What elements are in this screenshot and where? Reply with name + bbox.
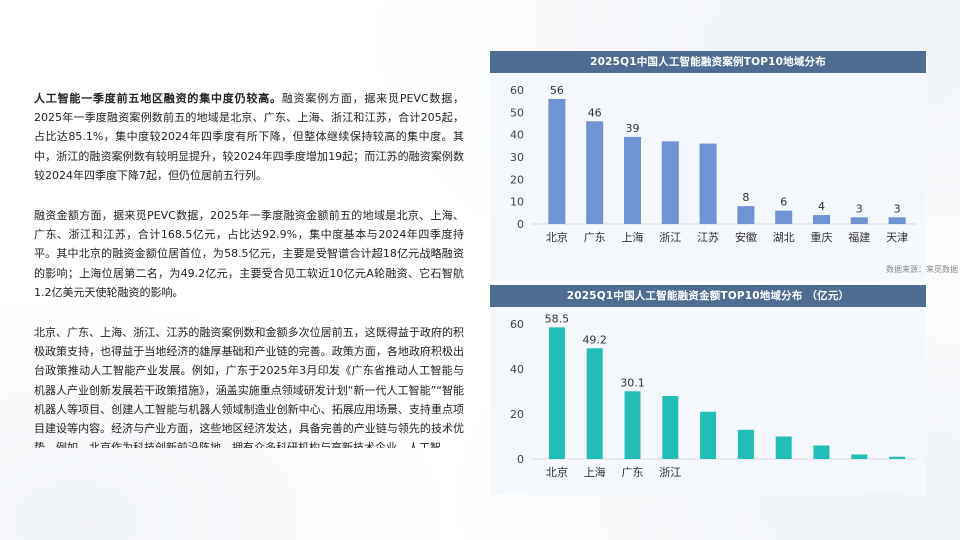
case-count-y-tick-label: 0 [517, 218, 524, 231]
funding-amount-bar-chart: 0 20 40 60 58.5 北京 49.2 上海 30.1 广东 浙江 [510, 312, 916, 479]
funding-amount-bar [662, 396, 679, 459]
case-count-category-label: 广东 [584, 231, 606, 244]
case-count-data-label: 3 [894, 202, 901, 215]
case-count-data-label: 3 [856, 202, 863, 215]
funding-amount-chart-panel: 2025Q1中国人工智能融资金额TOP10地域分布 （亿元） 0 20 40 60 58… [490, 285, 926, 495]
case-count-bar [548, 98, 566, 224]
case-count-data-label: 6 [780, 196, 787, 209]
funding-amount-bar [624, 391, 641, 459]
case-count-y-tick-label: 60 [510, 84, 524, 97]
case-count-bar [586, 121, 604, 224]
funding-amount-bar [889, 456, 906, 459]
funding-amount-category-label: 北京 [546, 465, 568, 479]
case-count-bar [624, 136, 641, 224]
case-count-bar [888, 217, 906, 224]
case-count-bar [775, 210, 793, 224]
funding-amount-bar [700, 411, 717, 459]
paragraph-1-body: 融资案例方面，据来觅PEVC数据，2025年一季度融资案例数前五的地域是北京、广… [34, 92, 465, 182]
case-count-category-label: 天津 [886, 231, 908, 244]
case-count-bar [813, 215, 830, 224]
funding-amount-y-tick-label: 0 [517, 453, 524, 466]
case-count-data-label: 8 [742, 191, 749, 204]
data-source-note: 数据来源：来觅数据 [886, 265, 958, 274]
funding-amount-bar [813, 445, 830, 459]
case-count-y-tick-label: 40 [510, 129, 524, 142]
case-count-category-label: 北京 [546, 230, 568, 244]
funding-amount-y-tick-label: 60 [510, 318, 524, 331]
funding-amount-bar [775, 436, 792, 459]
case-count-bar-chart: 0 10 20 30 40 50 60 56 北京 46 广东 39 上海 浙江 江苏 8 安徽 6 湖北 4 重庆 3 福… [510, 84, 916, 244]
paragraph-2: 融资金额方面，据来觅PEVC数据，2025年一季度融资金额前五的地域是北京、上海… [34, 209, 464, 299]
case-count-category-label: 湖北 [773, 231, 795, 244]
case-count-data-label: 4 [818, 200, 825, 213]
case-count-category-label: 浙江 [659, 231, 681, 244]
case-count-category-label: 上海 [622, 230, 644, 244]
case-count-y-tick-label: 30 [510, 151, 524, 164]
article-text: 人工智能一季度前五地区融资的集中度仍较高。融资案例方面，据来觅PEVC数据，20… [34, 89, 464, 448]
case-count-category-label: 江苏 [697, 231, 719, 244]
paragraph-3: 北京、广东、上海、浙江、江苏的融资案例数和金额多次位居前五，这既得益于政府的积极… [34, 326, 464, 449]
case-count-y-tick-label: 10 [510, 196, 524, 209]
funding-amount-bar [851, 454, 868, 459]
case-count-data-label: 56 [550, 84, 564, 97]
funding-amount-category-label: 上海 [584, 465, 606, 479]
case-count-category-label: 安徽 [735, 230, 757, 244]
case-count-data-label: 46 [588, 106, 602, 119]
funding-amount-y-tick-label: 20 [510, 408, 524, 421]
case-count-chart-title: 2025Q1中国人工智能融资案例TOP10地域分布 [490, 51, 926, 73]
case-count-data-label: 39 [626, 122, 640, 135]
funding-amount-bar [548, 327, 565, 459]
case-count-chart-panel: 2025Q1中国人工智能融资案例TOP10地域分布 0 10 20 30 40 50 60 5… [490, 51, 926, 281]
case-count-bar [699, 143, 717, 224]
paragraph-1: 人工智能一季度前五地区融资的集中度仍较高。融资案例方面，据来觅PEVC数据，20… [34, 89, 464, 185]
case-count-bar [661, 141, 679, 224]
case-count-bar [737, 206, 755, 224]
case-count-y-tick-label: 20 [510, 173, 524, 186]
case-count-bar [850, 217, 868, 224]
funding-amount-bar [737, 429, 754, 459]
case-count-category-label: 重庆 [811, 230, 833, 244]
funding-amount-data-label: 30.1 [620, 376, 645, 389]
case-count-y-tick-label: 50 [510, 106, 524, 119]
funding-amount-category-label: 浙江 [659, 466, 681, 479]
funding-amount-data-label: 49.2 [582, 333, 607, 346]
funding-amount-chart-title: 2025Q1中国人工智能融资金额TOP10地域分布 （亿元） [490, 285, 926, 307]
funding-amount-data-label: 58.5 [545, 312, 570, 325]
case-count-category-label: 福建 [848, 230, 870, 244]
funding-amount-bar [586, 348, 603, 459]
funding-amount-category-label: 广东 [622, 466, 644, 479]
paragraph-1-lead: 人工智能一季度前五地区融资的集中度仍较高。 [34, 92, 282, 105]
funding-amount-y-tick-label: 40 [510, 363, 524, 376]
